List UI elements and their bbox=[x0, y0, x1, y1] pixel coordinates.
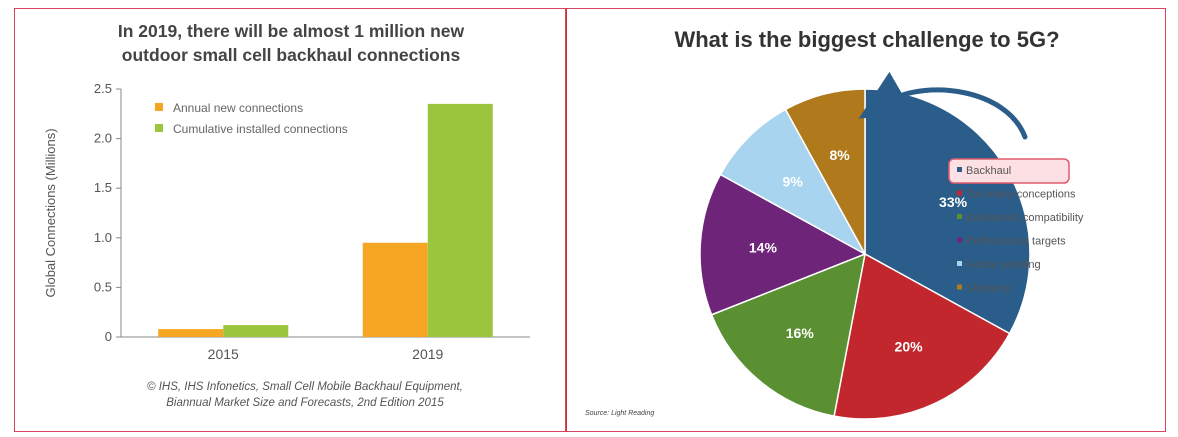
x-tick-label: 2019 bbox=[412, 346, 443, 362]
pie-chart-panel: What is the biggest challenge to 5G? 33%… bbox=[566, 8, 1166, 432]
bar-title-line-2: outdoor small cell backhaul connections bbox=[121, 45, 461, 65]
bar-title-line-1: In 2019, there will be almost 1 million … bbox=[117, 21, 465, 41]
bar-cumulative-2019 bbox=[427, 103, 493, 337]
legend-swatch bbox=[957, 261, 962, 266]
pie-slice-value-label: 33% bbox=[939, 194, 968, 210]
pie-slice-backwards-compatibility bbox=[710, 252, 866, 417]
y-tick-label: 0.5 bbox=[94, 279, 112, 294]
legend-swatch bbox=[957, 284, 962, 290]
pie-slice-value-label: 20% bbox=[895, 339, 924, 355]
legend-swatch bbox=[957, 214, 962, 219]
bar-chart-source: © IHS, IHS Infonetics, Small Cell Mobile… bbox=[45, 379, 565, 411]
y-tick-label: 1.5 bbox=[94, 180, 112, 195]
legend-label: Similarity bbox=[966, 283, 1011, 295]
bar-annual-2019 bbox=[362, 242, 428, 337]
legend-swatch-cumulative bbox=[155, 124, 163, 132]
x-tick-label: 2015 bbox=[208, 346, 239, 362]
legend-label: Backhaul bbox=[966, 165, 1011, 177]
bar-chart-plot: 0 0.5 1.0 1.5 2.0 2.5 Global Connections (Mill… bbox=[43, 81, 530, 362]
bar-chart-title: In 2019, there will be almost 1 million … bbox=[15, 19, 567, 67]
legend-swatch bbox=[957, 167, 962, 172]
y-tick-label: 2.0 bbox=[94, 131, 112, 146]
pie-chart-source: Source: Light Reading bbox=[585, 410, 655, 417]
pie-chart-title: What is the biggest challenge to 5G? bbox=[674, 27, 1060, 52]
legend-label: Performance targets bbox=[966, 236, 1066, 248]
bar-cumulative-2015 bbox=[223, 325, 289, 337]
source-line-1: © IHS, IHS Infonetics, Small Cell Mobile… bbox=[147, 381, 463, 393]
pie-slice-value-label: 16% bbox=[786, 325, 815, 341]
pie-slice-value-label: 14% bbox=[749, 240, 778, 256]
legend-label: Future proofing bbox=[966, 259, 1041, 271]
legend-label: Too many conceptions bbox=[966, 189, 1076, 201]
source-line-2: Biannual Market Size and Forecasts, 2nd … bbox=[166, 397, 444, 409]
curved-arrow-icon bbox=[858, 71, 1028, 140]
legend-label: Backwards compatibility bbox=[966, 212, 1084, 224]
bar-annual-2015 bbox=[158, 329, 224, 337]
pie-slice-performance-targets bbox=[699, 173, 867, 316]
legend-highlight-box bbox=[948, 158, 1070, 184]
bar-chart-panel: In 2019, there will be almost 1 million … bbox=[14, 8, 566, 432]
legend-swatch-annual bbox=[155, 103, 163, 111]
pie-slice-value-label: 9% bbox=[783, 174, 804, 190]
y-tick-label: 2.5 bbox=[94, 81, 112, 96]
legend-swatch bbox=[957, 190, 962, 196]
y-axis-label: Global Connections (Millions) bbox=[43, 128, 58, 297]
pie-slice-too-many-conceptions bbox=[833, 252, 1011, 420]
legend-label: Annual new connections bbox=[173, 101, 303, 115]
pie-slice-value-label: 8% bbox=[829, 147, 850, 163]
y-tick-label: 1.0 bbox=[94, 230, 112, 245]
legend-swatch bbox=[957, 237, 962, 243]
y-tick-label: 0 bbox=[105, 329, 112, 344]
pie-slice-future-proofing bbox=[719, 108, 867, 256]
pie-chart-plot: 33% 20% 16% 14% 9% 8% Backhaul Too many concept… bbox=[699, 71, 1084, 420]
legend-label: Cumulative installed connections bbox=[173, 122, 348, 136]
